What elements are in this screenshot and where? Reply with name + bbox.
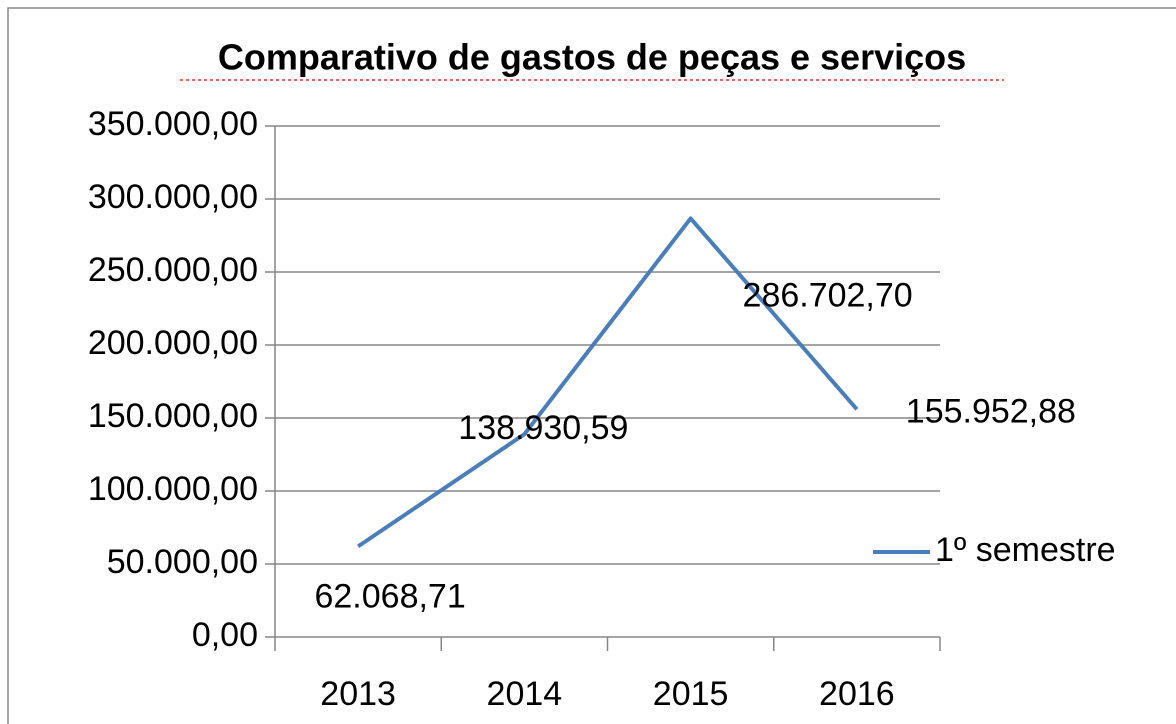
y-tick-label: 200.000,00 [88, 324, 258, 362]
chart-frame [7, 7, 1176, 724]
line-series [357, 216, 859, 549]
legend-label: 1º semestre [935, 531, 1116, 569]
y-tick-label: 300.000,00 [88, 178, 258, 216]
x-tick-label: 2015 [653, 675, 729, 713]
data-label: 155.952,88 [906, 392, 1076, 430]
data-label: 286.702,70 [743, 276, 913, 314]
data-label: 62.068,71 [314, 577, 465, 615]
x-tick-label: 2014 [487, 675, 563, 713]
x-tick-label: 2016 [819, 675, 895, 713]
y-tick-label: 0,00 [192, 616, 258, 654]
chart-title: Comparativo de gastos de peças e serviço… [218, 37, 966, 78]
y-tick-label: 350.000,00 [88, 105, 258, 143]
x-tick-label: 2013 [320, 675, 396, 713]
data-label: 138.930,59 [458, 409, 628, 447]
y-tick-label: 150.000,00 [88, 397, 258, 435]
y-tick-label: 100.000,00 [88, 470, 258, 508]
y-tick-label: 250.000,00 [88, 251, 258, 289]
y-tick-label: 50.000,00 [107, 543, 258, 581]
